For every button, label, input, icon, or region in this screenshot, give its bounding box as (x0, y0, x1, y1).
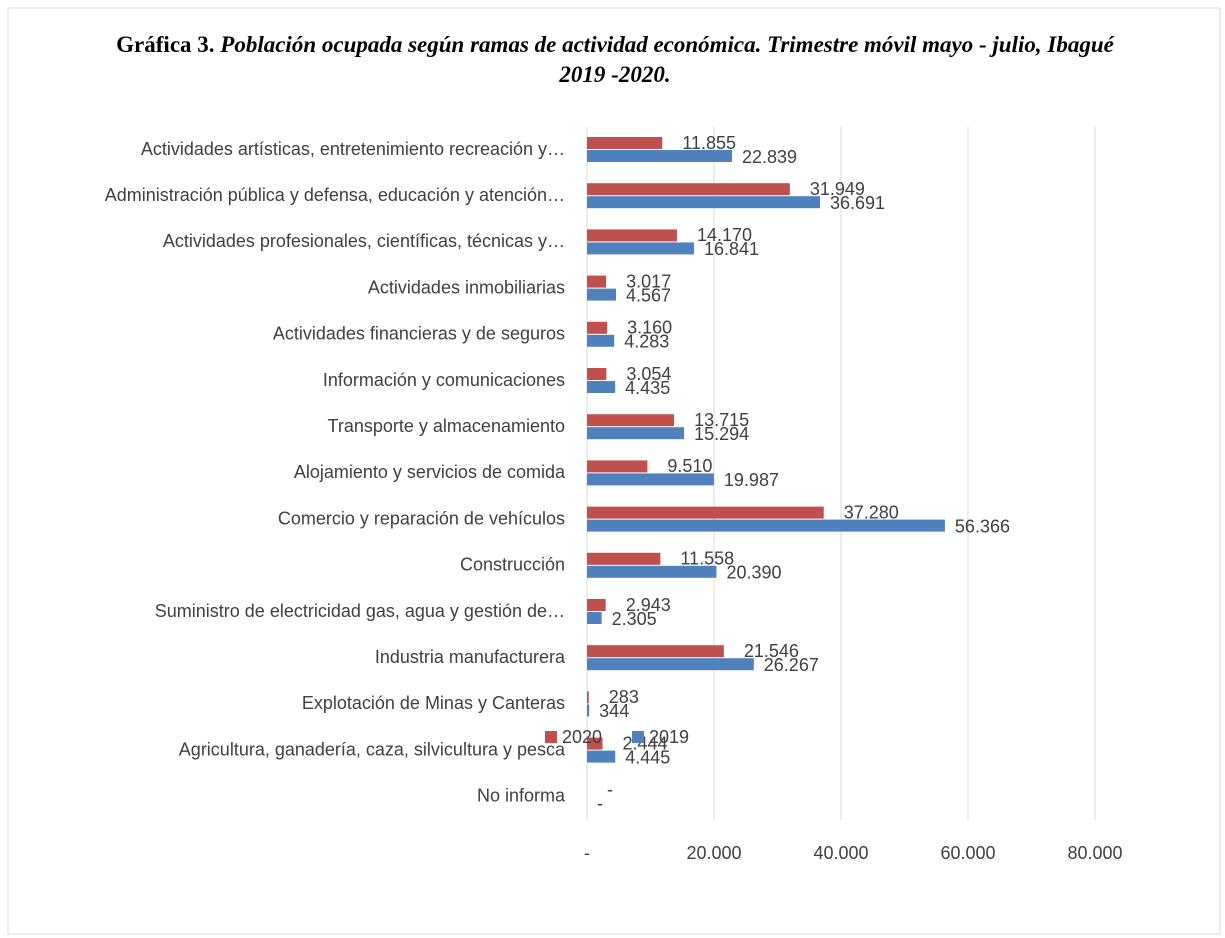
bar (587, 321, 608, 334)
data-label: - (607, 780, 613, 800)
bar (587, 183, 790, 196)
data-label: 14.170 (697, 225, 752, 245)
data-label: 11.558 (680, 549, 734, 569)
data-label: 37.280 (844, 502, 899, 522)
bar (587, 137, 663, 149)
bar (587, 519, 945, 532)
data-label: 4.435 (625, 378, 670, 398)
data-label: 36.691 (830, 193, 885, 213)
legend-label: 2020 (562, 727, 602, 747)
x-tick-label: 20.000 (686, 843, 741, 863)
y-tick-label: Suministro de electricidad gas, agua y g… (155, 601, 565, 621)
title-prefix: Gráfica 3. (116, 32, 215, 57)
bar (587, 381, 616, 393)
bar (587, 473, 714, 486)
bar (587, 414, 675, 427)
y-tick-label: Actividades profesionales, científicas, … (163, 231, 565, 251)
data-label: 20.390 (726, 563, 781, 583)
data-label: 13.715 (694, 410, 749, 430)
bar (587, 460, 648, 473)
data-label: 26.267 (764, 655, 819, 675)
bar (587, 658, 754, 671)
bar (587, 196, 820, 209)
data-label: 31.949 (810, 179, 865, 199)
data-label: 3.160 (627, 318, 672, 338)
bar (587, 552, 661, 565)
data-label: 4.567 (626, 285, 671, 305)
legend-swatch (545, 731, 557, 743)
bar (587, 288, 617, 301)
data-label: 3.017 (626, 271, 671, 291)
y-tick-label: Información y comunicaciones (323, 370, 565, 390)
chart-title: Gráfica 3. Población ocupada según ramas… (110, 30, 1120, 90)
bar (587, 275, 607, 288)
data-label: 4.445 (625, 747, 670, 767)
y-tick-label: Agricultura, ganadería, caza, silvicultu… (179, 739, 566, 759)
data-label: 2.305 (612, 609, 657, 629)
data-label: 21.546 (744, 641, 799, 661)
bar (587, 599, 606, 611)
bar (587, 691, 589, 704)
y-tick-label: Actividades artísticas, entretenimiento … (141, 139, 565, 159)
title-text: Población ocupada según ramas de activid… (220, 32, 1114, 87)
data-label: 16.841 (704, 239, 759, 259)
y-tick-label: No informa (477, 786, 566, 806)
legend-label: 2019 (649, 727, 689, 747)
data-label: 4.283 (624, 332, 669, 352)
bar (587, 737, 603, 750)
y-tick-label: Construcción (460, 555, 565, 575)
y-tick-label: Explotación de Minas y Canteras (302, 693, 565, 713)
data-label: 15.294 (694, 424, 749, 444)
bar (587, 750, 616, 763)
data-label: 344 (599, 701, 629, 721)
bar (587, 368, 607, 380)
bar (587, 565, 717, 578)
data-label: 56.366 (955, 516, 1010, 536)
bar (587, 229, 677, 242)
y-tick-label: Transporte y almacenamiento (328, 416, 565, 436)
x-tick-label: 40.000 (813, 843, 868, 863)
bar (587, 506, 824, 519)
chart-frame (7, 7, 1221, 935)
data-label: 22.839 (742, 147, 797, 167)
bar (587, 150, 733, 162)
y-tick-label: Actividades financieras y de seguros (273, 324, 565, 344)
bar (587, 334, 615, 347)
bar (587, 612, 602, 624)
y-tick-label: Industria manufacturera (375, 647, 566, 667)
y-tick-label: Actividades inmobiliarias (368, 277, 565, 297)
bar (587, 704, 590, 717)
x-tick-label: - (584, 843, 590, 863)
x-tick-label: 80.000 (1067, 843, 1122, 863)
y-tick-label: Alojamiento y servicios de comida (294, 462, 566, 482)
bar (587, 427, 685, 440)
bar (587, 242, 694, 255)
data-label: - (597, 794, 603, 814)
legend-swatch (632, 731, 644, 743)
y-tick-label: Administración pública y defensa, educac… (105, 185, 565, 205)
data-label: 9.510 (667, 456, 712, 476)
x-tick-label: 60.000 (940, 843, 995, 863)
bar (587, 645, 724, 658)
data-label: 19.987 (724, 470, 779, 490)
data-label: 3.054 (626, 364, 671, 384)
data-label: 2.943 (626, 595, 671, 615)
data-label: 283 (609, 687, 639, 707)
data-label: 11.855 (682, 133, 736, 153)
y-tick-label: Comercio y reparación de vehículos (278, 508, 565, 528)
